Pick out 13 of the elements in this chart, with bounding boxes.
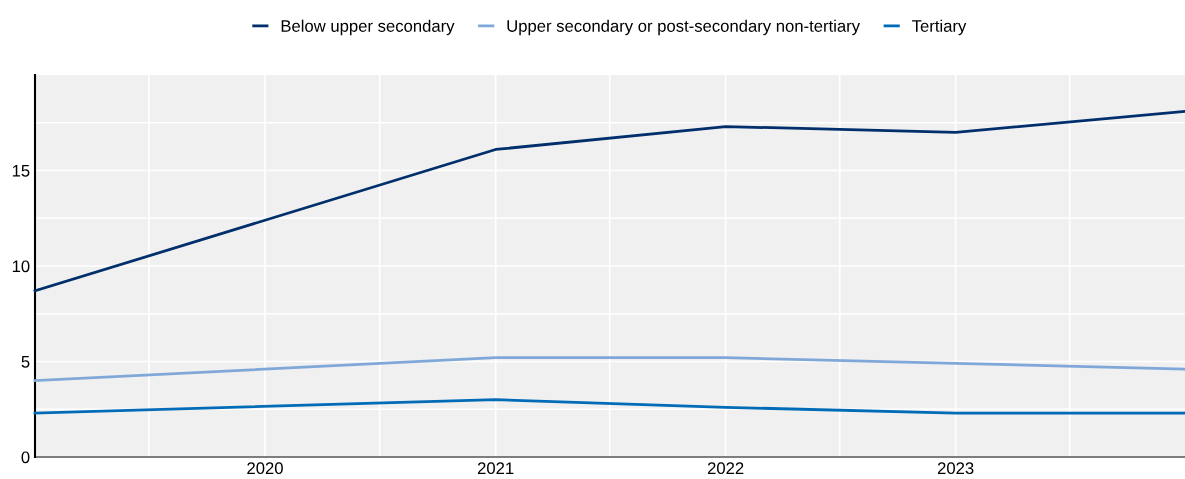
x-tick-label: 2021 <box>477 462 514 475</box>
x-tick-label: 2020 <box>247 462 283 475</box>
line-series <box>33 356 1185 382</box>
line-series <box>33 109 1185 293</box>
legend-label: Below upper secondary <box>281 19 455 36</box>
y-tick-label: 15 <box>12 165 30 177</box>
legend-label: Upper secondary or post-secondary non-tertiary <box>507 19 861 36</box>
y-tick-label: 5 <box>21 356 30 368</box>
legend-label: Tertiary <box>912 19 967 36</box>
x-tick-label: 2023 <box>937 462 974 475</box>
y-tick-label: 10 <box>12 260 30 273</box>
y-tick-label: 0 <box>21 451 30 464</box>
x-tick-label: 2022 <box>707 462 744 475</box>
